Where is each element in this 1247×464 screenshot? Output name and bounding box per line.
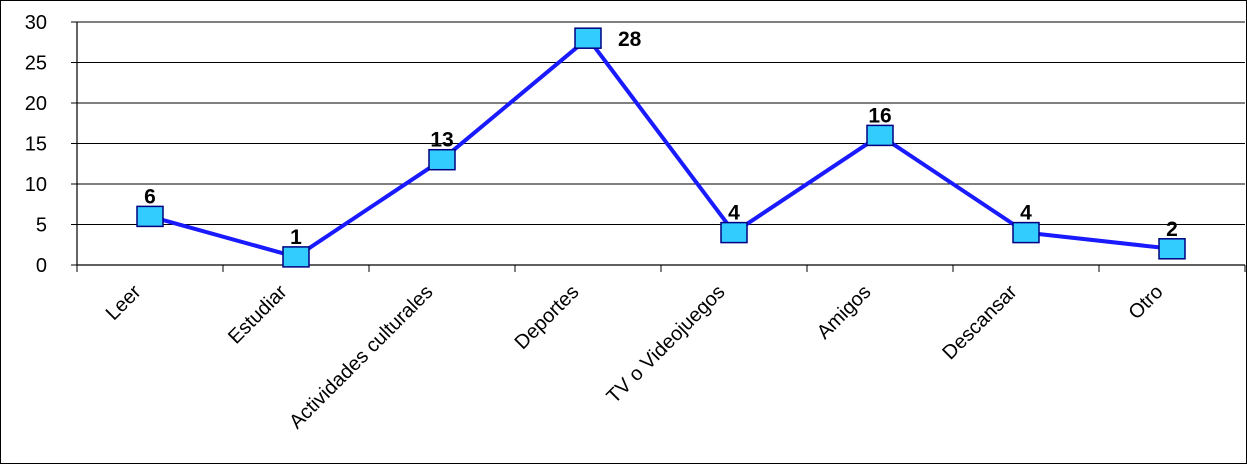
series-line-0 <box>149 36 1173 259</box>
data-label-6: 4 <box>1020 202 1032 225</box>
y-tick-label-0: 0 <box>36 255 47 277</box>
data-label-0: 6 <box>144 185 156 208</box>
y-tick-label-25: 25 <box>25 53 47 75</box>
y-tick-label-10: 10 <box>25 174 47 196</box>
data-labels: 6 1 13 28 4 16 4 2 <box>144 28 1178 249</box>
marker-4 <box>720 221 748 244</box>
x-tick-label-4: TV o Videojuegos <box>603 281 730 408</box>
series-markers <box>136 27 1186 268</box>
x-tick-label-6: Descansar <box>938 281 1021 364</box>
gridlines <box>77 21 1245 266</box>
marker-5 <box>866 124 894 147</box>
x-tick-label-7: Otro <box>1124 281 1167 324</box>
x-tick-label-3: Deportes <box>511 281 584 354</box>
x-tick-label-2: Actividades culturales <box>285 281 437 433</box>
y-axis: 0 5 10 15 20 25 30 <box>25 12 78 277</box>
x-tick-label-5: Amigos <box>813 281 876 344</box>
marker-1 <box>282 246 310 268</box>
data-label-3: 28 <box>618 28 642 51</box>
marker-2 <box>428 148 456 171</box>
y-tick-label-5: 5 <box>36 215 47 237</box>
data-label-1: 1 <box>290 226 302 249</box>
x-tick-label-0: Leer <box>102 281 146 325</box>
y-tick-label-15: 15 <box>25 134 47 156</box>
data-label-2: 13 <box>430 129 453 152</box>
x-tick-label-1: Estudiar <box>224 281 292 349</box>
marker-3 <box>574 27 602 49</box>
data-label-4: 4 <box>728 202 740 225</box>
data-label-5: 16 <box>868 104 891 127</box>
series-line <box>149 36 1173 259</box>
marker-0 <box>136 205 164 228</box>
marker-7 <box>1158 238 1186 260</box>
marker-6 <box>1012 221 1040 244</box>
y-tick-label-30: 30 <box>25 12 47 34</box>
data-label-7: 2 <box>1166 218 1178 241</box>
y-tick-label-20: 20 <box>25 93 47 115</box>
